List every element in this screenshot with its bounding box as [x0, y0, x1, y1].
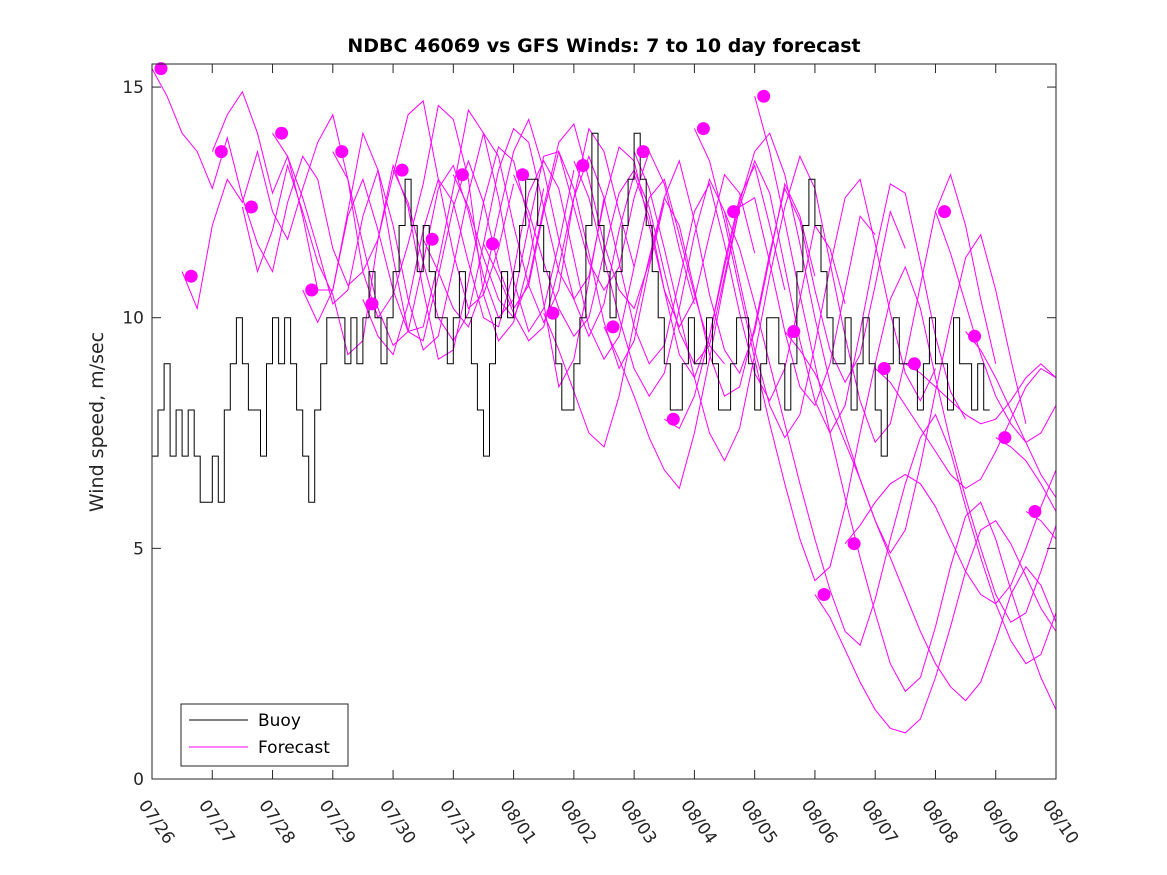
forecast-markers	[154, 62, 1042, 601]
forecast-run-line	[754, 96, 1057, 711]
y-tick-label: 15	[122, 78, 144, 98]
forecast-marker	[1028, 505, 1042, 518]
forecast-marker	[787, 325, 801, 338]
forecast-marker	[968, 329, 982, 343]
x-tick-label: 07/26	[134, 796, 178, 848]
forecast-marker	[455, 168, 469, 182]
legend: Buoy Forecast	[180, 703, 349, 767]
y-tick-label: 5	[133, 539, 144, 559]
forecast-marker	[486, 237, 499, 251]
chart-title: NDBC 46069 vs GFS Winds: 7 to 10 day for…	[347, 35, 860, 57]
x-tick-label: 08/04	[676, 796, 720, 848]
forecast-marker	[998, 431, 1012, 445]
buoy-series	[152, 132, 990, 503]
forecast-marker	[425, 232, 439, 246]
forecast-marker	[305, 283, 319, 297]
forecast-marker	[214, 145, 228, 159]
x-tick-label: 07/30	[375, 796, 419, 848]
forecast-marker	[938, 205, 951, 219]
y-axis-label: Wind speed, m/sec	[86, 332, 108, 512]
forecast-run-line	[724, 211, 1057, 665]
forecast-run-line	[874, 367, 1057, 490]
forecast-marker	[335, 145, 349, 159]
x-tick-label: 08/08	[917, 796, 961, 848]
legend-buoy-label: Buoy	[258, 711, 301, 731]
forecast-marker	[546, 306, 560, 320]
forecast-marker	[847, 537, 861, 551]
legend-box	[180, 703, 349, 767]
legend-forecast-label: Forecast	[258, 738, 330, 758]
forecast-run-line	[543, 186, 906, 448]
x-tick-label: 07/28	[254, 796, 298, 848]
x-tick-label: 07/29	[315, 796, 359, 848]
forecast-run-line	[181, 104, 545, 342]
forecast-run-line	[241, 146, 605, 389]
plot-frame	[151, 63, 1057, 780]
forecast-marker	[757, 89, 771, 103]
forecast-marker	[365, 297, 379, 311]
x-tick-label: 08/01	[496, 796, 540, 848]
forecast-marker	[516, 168, 530, 182]
forecast-run-line	[603, 159, 967, 490]
y-tick-label: 0	[133, 770, 144, 790]
y-tick-label: 10	[122, 309, 144, 329]
forecast-run-line	[814, 520, 1057, 734]
forecast-run-line	[844, 469, 1057, 605]
x-tick-label: 08/02	[556, 796, 600, 848]
forecast-marker	[817, 588, 831, 601]
forecast-run-line	[302, 150, 665, 370]
x-tick-label: 07/27	[194, 796, 238, 848]
buoy-line	[152, 132, 990, 503]
forecast-marker	[606, 320, 620, 334]
x-tick-label: 08/10	[1038, 796, 1082, 848]
plot-area	[152, 64, 1056, 779]
x-tick-label: 08/06	[797, 796, 841, 848]
forecast-run-line	[422, 117, 786, 379]
forecast-marker	[907, 357, 921, 371]
x-tick-label: 08/03	[616, 796, 660, 848]
forecast-run-line	[965, 331, 1057, 498]
y-axis: 0 5 10 15	[122, 78, 1056, 790]
forecast-marker	[636, 145, 650, 159]
forecast-marker	[184, 269, 198, 283]
forecast-run-line	[784, 331, 1057, 702]
x-tick-label: 08/09	[978, 796, 1022, 848]
forecast-run-line	[935, 211, 1057, 443]
forecast-marker	[877, 362, 891, 375]
forecast-marker	[576, 159, 590, 172]
forecast-marker	[154, 62, 168, 76]
forecast-marker	[275, 126, 289, 140]
forecast-marker	[666, 412, 680, 426]
forecast-run-line	[664, 132, 1027, 555]
x-tick-label: 08/05	[737, 796, 781, 848]
forecast-run-line	[573, 160, 936, 439]
forecast-marker	[395, 163, 409, 177]
forecast-marker	[696, 122, 710, 136]
x-tick-label: 08/07	[857, 796, 901, 848]
x-tick-label: 07/31	[435, 796, 479, 848]
forecast-marker	[727, 205, 741, 219]
forecast-run-line	[905, 363, 1057, 425]
forecast-run-line	[151, 68, 515, 310]
forecast-marker	[244, 200, 258, 214]
